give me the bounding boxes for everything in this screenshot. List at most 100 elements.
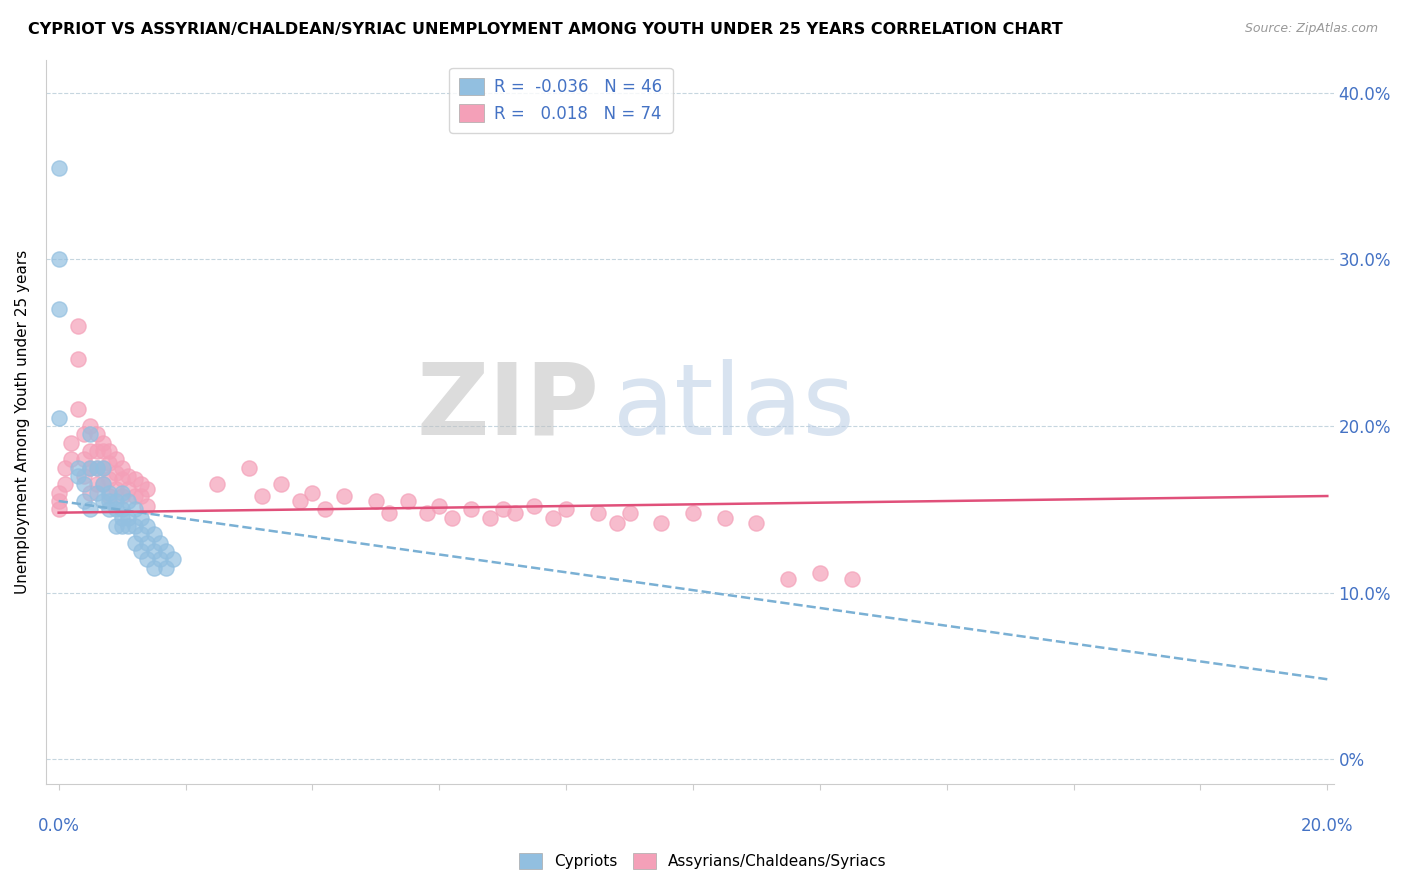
Point — [66, 460, 89, 475]
Point — [149, 552, 172, 566]
Point — [440, 510, 463, 524]
Point — [104, 519, 127, 533]
Point — [136, 552, 159, 566]
Point — [91, 460, 114, 475]
Point — [162, 552, 184, 566]
Point — [60, 435, 83, 450]
Text: 0.0%: 0.0% — [38, 817, 80, 835]
Point — [808, 566, 831, 580]
Point — [505, 506, 527, 520]
Text: CYPRIOT VS ASSYRIAN/CHALDEAN/SYRIAC UNEMPLOYMENT AMONG YOUTH UNDER 25 YEARS CORR: CYPRIOT VS ASSYRIAN/CHALDEAN/SYRIAC UNEM… — [28, 22, 1063, 37]
Point — [238, 460, 260, 475]
Point — [104, 483, 127, 497]
Text: atlas: atlas — [613, 359, 855, 456]
Point — [104, 466, 127, 480]
Point — [117, 510, 139, 524]
Point — [364, 494, 387, 508]
Point — [129, 527, 152, 541]
Point — [53, 460, 76, 475]
Legend: Cypriots, Assyrians/Chaldeans/Syriacs: Cypriots, Assyrians/Chaldeans/Syriacs — [513, 847, 893, 875]
Point — [619, 506, 641, 520]
Point — [136, 483, 159, 497]
Point — [377, 506, 399, 520]
Point — [79, 460, 101, 475]
Point — [98, 472, 121, 486]
Point — [124, 472, 146, 486]
Point — [48, 252, 70, 267]
Point — [543, 510, 565, 524]
Point — [124, 519, 146, 533]
Point — [91, 460, 114, 475]
Point — [129, 489, 152, 503]
Point — [270, 477, 292, 491]
Point — [650, 516, 672, 530]
Point — [745, 516, 768, 530]
Point — [111, 519, 134, 533]
Point — [66, 319, 89, 334]
Point — [841, 572, 863, 586]
Point — [124, 489, 146, 503]
Point — [79, 460, 101, 475]
Point — [250, 489, 273, 503]
Point — [48, 502, 70, 516]
Point — [124, 535, 146, 549]
Point — [98, 485, 121, 500]
Point — [91, 435, 114, 450]
Point — [60, 452, 83, 467]
Point — [111, 510, 134, 524]
Point — [48, 161, 70, 175]
Point — [86, 444, 108, 458]
Point — [586, 506, 609, 520]
Point — [155, 544, 177, 558]
Point — [91, 477, 114, 491]
Point — [48, 410, 70, 425]
Point — [48, 485, 70, 500]
Point — [111, 489, 134, 503]
Text: ZIP: ZIP — [416, 359, 600, 456]
Point — [73, 427, 96, 442]
Point — [111, 460, 134, 475]
Point — [98, 444, 121, 458]
Point — [79, 427, 101, 442]
Point — [136, 519, 159, 533]
Point — [73, 494, 96, 508]
Point — [124, 502, 146, 516]
Point — [79, 444, 101, 458]
Point — [523, 499, 546, 513]
Point — [129, 544, 152, 558]
Point — [48, 494, 70, 508]
Point — [104, 452, 127, 467]
Point — [555, 502, 578, 516]
Point — [66, 402, 89, 417]
Point — [73, 477, 96, 491]
Point — [98, 456, 121, 470]
Point — [142, 527, 165, 541]
Point — [301, 485, 323, 500]
Point — [155, 560, 177, 574]
Point — [129, 510, 152, 524]
Point — [682, 506, 704, 520]
Point — [415, 506, 437, 520]
Point — [207, 477, 229, 491]
Point — [48, 302, 70, 317]
Point — [98, 494, 121, 508]
Point — [288, 494, 311, 508]
Point — [606, 516, 628, 530]
Point — [98, 502, 121, 516]
Point — [129, 477, 152, 491]
Point — [73, 469, 96, 483]
Point — [117, 483, 139, 497]
Point — [53, 477, 76, 491]
Point — [91, 477, 114, 491]
Point — [117, 519, 139, 533]
Text: Source: ZipAtlas.com: Source: ZipAtlas.com — [1244, 22, 1378, 36]
Point — [479, 510, 502, 524]
Point — [136, 535, 159, 549]
Point — [111, 472, 134, 486]
Point — [91, 494, 114, 508]
Point — [91, 444, 114, 458]
Point — [79, 485, 101, 500]
Point — [136, 499, 159, 513]
Point — [104, 494, 127, 508]
Point — [66, 352, 89, 367]
